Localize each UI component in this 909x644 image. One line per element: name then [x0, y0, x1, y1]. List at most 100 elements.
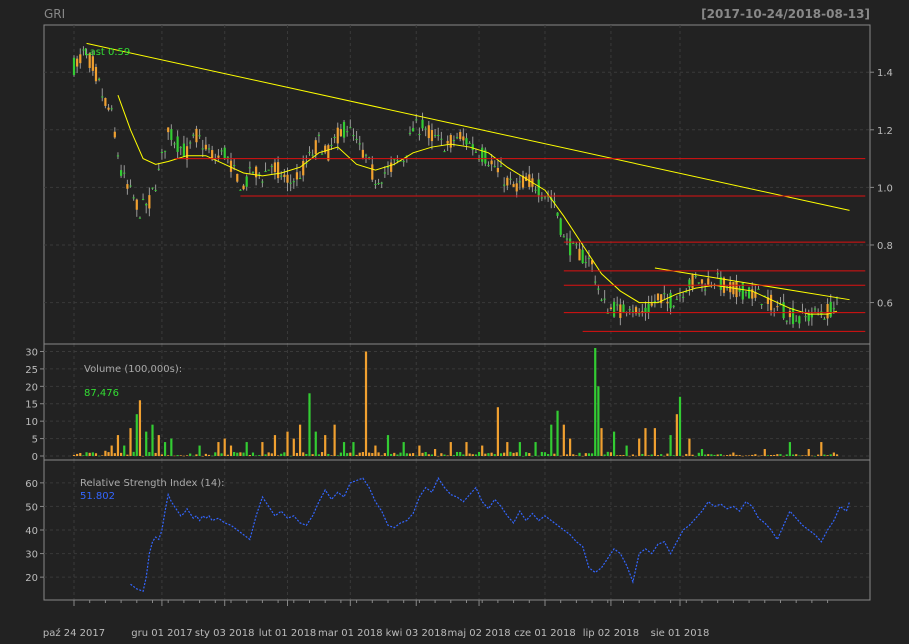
volume-bar — [207, 454, 211, 456]
candle-body — [361, 149, 364, 158]
volume-bar — [145, 431, 148, 456]
candle-body — [484, 149, 487, 164]
volume-bar — [493, 454, 496, 456]
volume-bar — [735, 454, 738, 456]
candle-body — [233, 165, 236, 167]
volume-bar — [421, 452, 424, 456]
candle-body — [471, 144, 474, 150]
candle-body — [647, 303, 650, 313]
rsi-last-value: 51.802 — [80, 491, 115, 502]
candle-body — [377, 183, 380, 185]
candle-body — [653, 300, 656, 302]
volume-bar — [641, 453, 644, 456]
volume-bar — [729, 454, 732, 456]
volume-bar — [336, 455, 339, 456]
volume-bar — [634, 455, 638, 457]
volume-bar — [569, 438, 572, 456]
candle-body — [336, 127, 339, 144]
volume-bar — [747, 455, 751, 456]
volume-bar — [415, 455, 418, 457]
candle-body — [123, 172, 126, 174]
volume-bar — [107, 452, 110, 456]
volume-bar — [126, 454, 129, 456]
x-tick-label: gru 01 2017 — [131, 628, 192, 639]
volume-frame — [43, 343, 871, 461]
volume-bar — [603, 454, 606, 456]
volume-bar — [606, 451, 609, 456]
candle-body — [477, 158, 481, 160]
volume-bar — [769, 455, 773, 456]
candle-body — [769, 294, 773, 311]
candle-body — [98, 78, 101, 80]
x-tick-label: lut 01 2018 — [259, 628, 317, 639]
volume-bar — [515, 452, 518, 456]
volume-bar — [587, 453, 591, 456]
rsi-label: Relative Strength Index (14): — [80, 478, 225, 489]
volume-bar — [280, 453, 283, 456]
candle-body — [217, 155, 220, 158]
volume-bar — [826, 455, 829, 456]
volume-bar — [255, 455, 258, 457]
volume-bar — [647, 455, 650, 456]
volume-bar — [85, 452, 88, 456]
volume-bar — [691, 454, 694, 456]
candle-body — [346, 131, 349, 133]
candle-body — [82, 49, 85, 51]
candle-body — [791, 308, 795, 325]
candle-body — [421, 119, 424, 129]
candle-body — [459, 132, 462, 140]
volume-bar — [628, 455, 631, 457]
candle-body — [700, 279, 704, 284]
chart-date-range: [2017-10-24/2018-08-13] — [701, 7, 870, 21]
volume-bar — [722, 455, 726, 457]
volume-bar — [650, 454, 653, 456]
candle-body — [427, 125, 430, 139]
candle-body — [430, 130, 434, 142]
volume-bar — [327, 453, 330, 456]
volume-bar — [198, 445, 201, 456]
volume-bar — [283, 452, 286, 456]
volume-bar — [682, 455, 685, 457]
chart-title-symbol: GRI — [44, 7, 65, 21]
candle-body — [236, 173, 239, 182]
volume-bar — [211, 455, 214, 457]
volume-bar — [707, 454, 710, 456]
volume-bar — [374, 445, 377, 456]
volume-bar — [116, 435, 120, 456]
candle-body — [185, 146, 189, 160]
volume-bar — [295, 452, 299, 456]
candle-body — [565, 238, 569, 240]
volume-bar — [594, 348, 597, 456]
candle-body — [738, 288, 741, 292]
rsi-ytick-label: 60 — [25, 479, 38, 490]
x-tick-label: lip 02 2018 — [583, 628, 639, 639]
volume-bar — [349, 452, 352, 456]
volume-bar — [644, 428, 647, 456]
candle-body — [716, 273, 719, 275]
candle-body — [138, 217, 142, 219]
candle-body — [455, 137, 459, 139]
candle-body — [374, 183, 377, 185]
volume-bar — [292, 438, 295, 456]
volume-bar — [741, 455, 744, 457]
volume-bar — [578, 452, 581, 456]
volume-bar — [204, 453, 207, 456]
volume-bar — [521, 455, 525, 457]
candle-body — [569, 238, 572, 256]
volume-bar — [506, 442, 509, 456]
candle-body — [521, 175, 525, 188]
volume-bar — [358, 452, 361, 456]
volume-bar — [631, 454, 635, 456]
price-ytick-label: 1.0 — [877, 183, 893, 194]
candle-body — [145, 203, 148, 206]
volume-bar — [173, 455, 176, 457]
candle-body — [572, 242, 575, 244]
candle-body — [399, 160, 402, 162]
volume-bar — [575, 455, 578, 456]
volume-bar — [672, 455, 675, 456]
volume-bar — [339, 452, 342, 456]
volume-bar — [528, 453, 531, 456]
volume-bar — [229, 445, 233, 456]
volume-bar — [751, 454, 754, 456]
